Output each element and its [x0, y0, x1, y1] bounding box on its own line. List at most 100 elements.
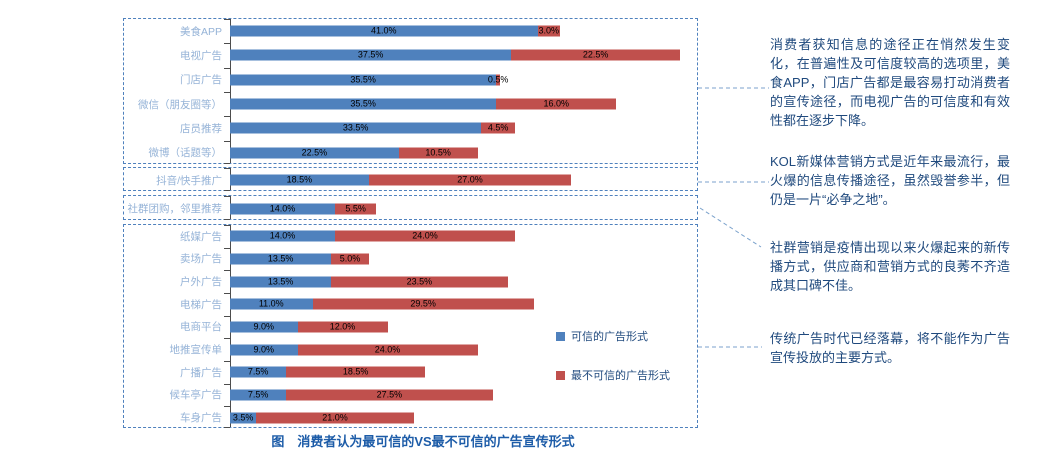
untrusted-value-label: 27.5% — [376, 389, 403, 400]
axis-tick — [224, 270, 230, 271]
chart-group-box-4: 纸媒广告 14.0% 24.0% 卖场广告 13.5% 5.0% 户外广告 13.5% 23.5… — [123, 224, 698, 428]
trusted-bar-segment — [230, 203, 335, 214]
untrusted-bar-segment — [496, 74, 500, 86]
bar-area: 33.5% 4.5% — [230, 116, 697, 140]
trusted-value-label: 11.0% — [258, 298, 284, 309]
untrusted-bar-segment — [496, 98, 617, 110]
trusted-bar-segment — [230, 147, 399, 159]
bar-row: 电商平台 9.0% 12.0% — [124, 316, 697, 339]
axis-tick — [224, 141, 230, 142]
axis-tick — [224, 361, 230, 362]
bar-row: 电视广告 37.5% 22.5% — [124, 43, 697, 67]
axis-tick — [224, 163, 230, 164]
untrusted-bar-segment — [286, 389, 493, 401]
untrusted-value-label: 0.5% — [487, 74, 509, 85]
bar-row: 车身广告 3.5% 21.0% — [124, 406, 697, 429]
untrusted-bar-segment — [331, 253, 369, 265]
untrusted-bar-segment — [297, 344, 478, 356]
trusted-bar-segment — [230, 25, 538, 37]
trusted-bar-segment — [230, 412, 257, 424]
category-label: 店员推荐 — [180, 122, 222, 135]
legend-item-untrusted: 最不可信的广告形式 — [556, 367, 670, 383]
bar-row: 社群团购，邻里推荐 14.0% 5.5% — [124, 196, 697, 221]
trusted-bar-segment — [230, 344, 298, 356]
trusted-value-label: 7.5% — [247, 389, 269, 400]
category-label: 地推宣传单 — [169, 344, 223, 357]
trusted-value-label: 35.5% — [350, 98, 376, 109]
bar-row: 电梯广告 11.0% 29.5% — [124, 293, 697, 316]
trusted-bar-segment — [230, 366, 287, 378]
trusted-bar-segment — [230, 276, 332, 288]
category-label: 户外广告 — [180, 276, 222, 289]
bar-row: 门店广告 35.5% 0.5% — [124, 68, 697, 92]
category-label: 电商平台 — [180, 321, 222, 334]
untrusted-bar-segment — [335, 230, 515, 242]
bar-area: 22.5% 10.5% — [230, 141, 697, 165]
category-label: 社群团购，邻里推荐 — [127, 203, 223, 215]
trusted-value-label: 33.5% — [342, 122, 369, 133]
category-label: 微信（朋友圈等） — [138, 98, 222, 111]
trusted-value-label: 18.5% — [286, 174, 313, 185]
untrusted-value-label: 5.5% — [345, 203, 366, 213]
trusted-value-label: 37.5% — [357, 49, 384, 60]
axis-tick — [224, 406, 230, 407]
chart-group-box-2: 抖音/快手推广 18.5% 27.0% — [123, 167, 698, 191]
bar-area: 37.5% 22.5% — [230, 43, 697, 67]
bar-area: 18.5% 27.0% — [230, 168, 697, 192]
bar-area: 41.0% 3.0% — [230, 19, 697, 43]
untrusted-value-label: 18.5% — [342, 366, 369, 377]
axis-tick — [224, 19, 230, 20]
untrusted-value-label: 21.0% — [322, 412, 348, 423]
axis-tick — [224, 219, 230, 220]
category-label: 美食APP — [179, 25, 222, 38]
untrusted-bar-segment — [368, 174, 572, 186]
axis-tick — [224, 116, 230, 117]
chart-group-box-1: 美食APP 41.0% 3.0% 电视广告 37.5% 22.5% 门店广告 35.5% 0.5… — [123, 18, 698, 164]
category-label: 卖场广告 — [180, 253, 222, 266]
axis-tick — [224, 316, 230, 317]
bar-row: 地推宣传单 9.0% 24.0% — [124, 338, 697, 361]
chart-group-box-3: 社群团购，邻里推荐 14.0% 5.5% — [123, 195, 698, 220]
bar-row: 微博（话题等） 22.5% 10.5% — [124, 141, 697, 165]
trusted-value-label: 14.0% — [269, 230, 296, 241]
trusted-value-label: 14.0% — [269, 203, 296, 213]
bar-area: 3.5% 21.0% — [230, 406, 697, 429]
bar-area: 11.0% 29.5% — [230, 293, 697, 316]
untrusted-value-label: 29.5% — [410, 298, 436, 309]
category-axis — [230, 19, 231, 163]
legend: 可信的广告形式 最不可信的广告形式 — [556, 328, 670, 406]
bar-area: 9.0% 12.0% — [230, 316, 697, 339]
trusted-value-label: 35.5% — [350, 74, 376, 85]
annotation-3: 社群营销是疫情出现以来火爆起来的新传播方式，供应商和营销方式的良莠不齐造成其口碑… — [770, 240, 1010, 293]
untrusted-swatch-icon — [556, 370, 565, 380]
bar-area: 13.5% 23.5% — [230, 270, 697, 293]
legend-label-trusted: 可信的广告形式 — [571, 331, 648, 343]
legend-label-untrusted: 最不可信的广告形式 — [571, 370, 670, 382]
trusted-bar-segment — [230, 321, 298, 333]
untrusted-value-label: 23.5% — [406, 276, 433, 287]
untrusted-bar-segment — [481, 122, 515, 134]
untrusted-value-label: 10.5% — [425, 147, 451, 158]
axis-tick — [224, 248, 230, 249]
bar-row: 店员推荐 33.5% 4.5% — [124, 116, 697, 140]
annotation-2: KOL新媒体营销方式是近年来最流行，最火爆的信息传播途径，虽然毁誉参半，但仍是一… — [770, 154, 1010, 207]
untrusted-bar-segment — [286, 366, 425, 378]
bar-row: 卖场广告 13.5% 5.0% — [124, 248, 697, 271]
connector-line-3 — [699, 207, 762, 248]
bar-area: 7.5% 18.5% — [230, 361, 697, 384]
untrusted-value-label: 3.0% — [538, 25, 560, 36]
axis-tick — [224, 225, 230, 226]
untrusted-bar-segment — [335, 203, 377, 214]
trusted-value-label: 7.5% — [247, 366, 269, 377]
category-label: 电梯广告 — [180, 298, 222, 311]
category-label: 微博（话题等） — [148, 147, 223, 160]
bar-row: 微信（朋友圈等） 35.5% 16.0% — [124, 92, 697, 116]
bar-area: 13.5% 5.0% — [230, 248, 697, 271]
category-label: 电视广告 — [180, 49, 222, 62]
category-label: 门店广告 — [180, 74, 222, 87]
untrusted-bar-segment — [297, 321, 388, 333]
bar-area: 14.0% 5.5% — [230, 196, 697, 221]
untrusted-bar-segment — [537, 25, 560, 37]
untrusted-value-label: 24.0% — [412, 230, 438, 241]
